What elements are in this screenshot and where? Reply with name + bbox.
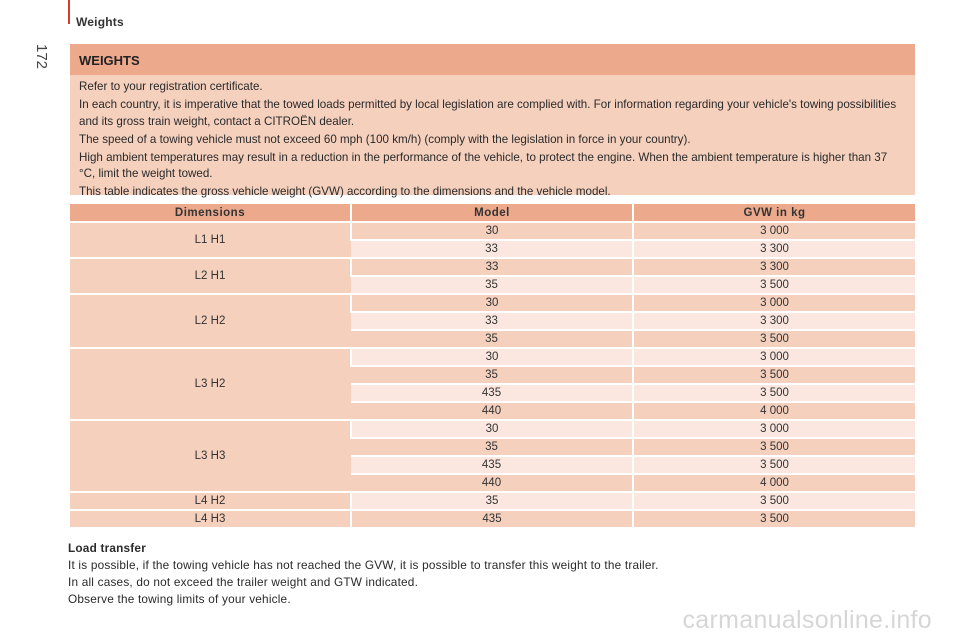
page-number: 172 xyxy=(33,44,50,70)
table-row: 35 3 500 xyxy=(70,438,915,457)
model-cell: 30 xyxy=(350,348,633,367)
gvw-cell: 3 500 xyxy=(632,456,915,475)
table-row: 35 3 500 xyxy=(70,276,915,295)
weights-paragraph: This table indicates the gross vehicle w… xyxy=(79,185,611,198)
table-body: L1 H1 30 3 000 33 3 300 L2 H1 33 3 300 35 3 500 L2… xyxy=(70,222,915,529)
table-row: 435 3 500 xyxy=(70,384,915,403)
gvw-cell: 3 300 xyxy=(632,258,915,277)
table-row: L3 H3 30 3 000 xyxy=(70,420,915,493)
dimension-cell: L4 H2 xyxy=(70,492,351,511)
gvw-table: Dimensions Model GVW in kg L1 H1 30 3 000 3… xyxy=(70,204,915,529)
weights-heading: WEIGHTS xyxy=(79,53,140,68)
load-transfer-line: In all cases, do not exceed the trailer … xyxy=(68,575,419,589)
model-cell: 35 xyxy=(351,438,633,457)
table-header-row: Dimensions Model GVW in kg xyxy=(70,204,915,223)
gvw-cell: 3 000 xyxy=(632,222,915,241)
model-cell: 435 xyxy=(350,510,633,529)
dimension-cell: L1 H1 xyxy=(70,222,351,259)
table-row: 33 3 300 xyxy=(70,312,915,331)
gvw-cell: 3 000 xyxy=(632,420,915,439)
dimension-cell: L4 H3 xyxy=(70,510,351,529)
table-row: 35 3 500 xyxy=(70,330,915,349)
gvw-cell: 3 000 xyxy=(632,348,915,367)
section-title: Weights xyxy=(76,15,124,29)
model-cell: 35 xyxy=(351,276,633,295)
gvw-cell: 3 500 xyxy=(632,276,915,295)
gvw-cell: 3 500 xyxy=(632,438,915,457)
weights-box-header: WEIGHTS xyxy=(70,44,915,75)
weights-paragraph: The speed of a towing vehicle must not e… xyxy=(79,132,691,146)
table-row: L3 H2 30 3 000 xyxy=(70,348,915,421)
weights-paragraph: High ambient temperatures may result in … xyxy=(79,150,888,181)
column-header-gvw: GVW in kg xyxy=(632,204,915,223)
table-row: 35 3 500 xyxy=(70,366,915,385)
dimension-cell: L2 H2 xyxy=(70,294,351,349)
model-cell: 440 xyxy=(351,402,633,421)
load-transfer-line: Observe the towing limits of your vehicl… xyxy=(68,592,291,606)
column-header-model: Model xyxy=(350,204,633,223)
model-cell: 30 xyxy=(350,222,633,241)
table-row: L4 H2 35 3 500 xyxy=(70,492,915,511)
table-row: 33 3 300 xyxy=(70,240,915,259)
model-cell: 33 xyxy=(351,240,633,259)
load-transfer-line: It is possible, if the towing vehicle ha… xyxy=(68,558,659,572)
model-cell: 33 xyxy=(350,258,633,277)
load-transfer-title: Load transfer xyxy=(68,541,146,555)
header-accent-bar xyxy=(68,0,70,24)
gvw-cell: 3 500 xyxy=(632,330,915,349)
model-cell: 440 xyxy=(351,474,633,493)
dimension-cell: L2 H1 xyxy=(70,258,351,295)
table-row: 440 4 000 xyxy=(70,402,915,421)
model-cell: 35 xyxy=(351,330,633,349)
model-cell: 30 xyxy=(350,294,633,313)
gvw-cell: 3 500 xyxy=(632,384,915,403)
table-row: L2 H1 33 3 300 xyxy=(70,258,915,295)
table-row: L1 H1 30 3 000 xyxy=(70,222,915,259)
gvw-cell: 4 000 xyxy=(632,402,915,421)
weights-paragraph: In each country, it is imperative that t… xyxy=(79,98,897,128)
load-transfer-section: Load transfer It is possible, if the tow… xyxy=(68,540,659,608)
watermark: carmanualsonline.info xyxy=(682,606,932,634)
column-header-dimensions: Dimensions xyxy=(70,204,351,223)
dimension-cell: L3 H2 xyxy=(70,348,351,421)
model-cell: 35 xyxy=(351,366,633,385)
table-row: L2 H2 30 3 000 xyxy=(70,294,915,349)
table-row: L4 H3 435 3 500 xyxy=(70,510,915,529)
gvw-cell: 3 500 xyxy=(632,510,915,529)
table-row: 440 4 000 xyxy=(70,474,915,493)
weights-paragraph: Refer to your registration certificate. xyxy=(79,80,263,93)
model-cell: 35 xyxy=(350,492,633,511)
gvw-cell: 3 300 xyxy=(632,240,915,259)
gvw-cell: 3 500 xyxy=(632,492,915,511)
model-cell: 33 xyxy=(351,312,633,331)
model-cell: 30 xyxy=(350,420,633,439)
gvw-cell: 4 000 xyxy=(632,474,915,493)
gvw-cell: 3 000 xyxy=(632,294,915,313)
model-cell: 435 xyxy=(351,384,633,403)
gvw-cell: 3 500 xyxy=(632,366,915,385)
weights-info-box: WEIGHTS Refer to your registration certi… xyxy=(70,44,915,198)
table-row: 435 3 500 xyxy=(70,456,915,475)
model-cell: 435 xyxy=(351,456,633,475)
gvw-cell: 3 300 xyxy=(632,312,915,331)
weights-box-body: Refer to your registration certificate. … xyxy=(70,75,915,201)
dimension-cell: L3 H3 xyxy=(70,420,351,493)
